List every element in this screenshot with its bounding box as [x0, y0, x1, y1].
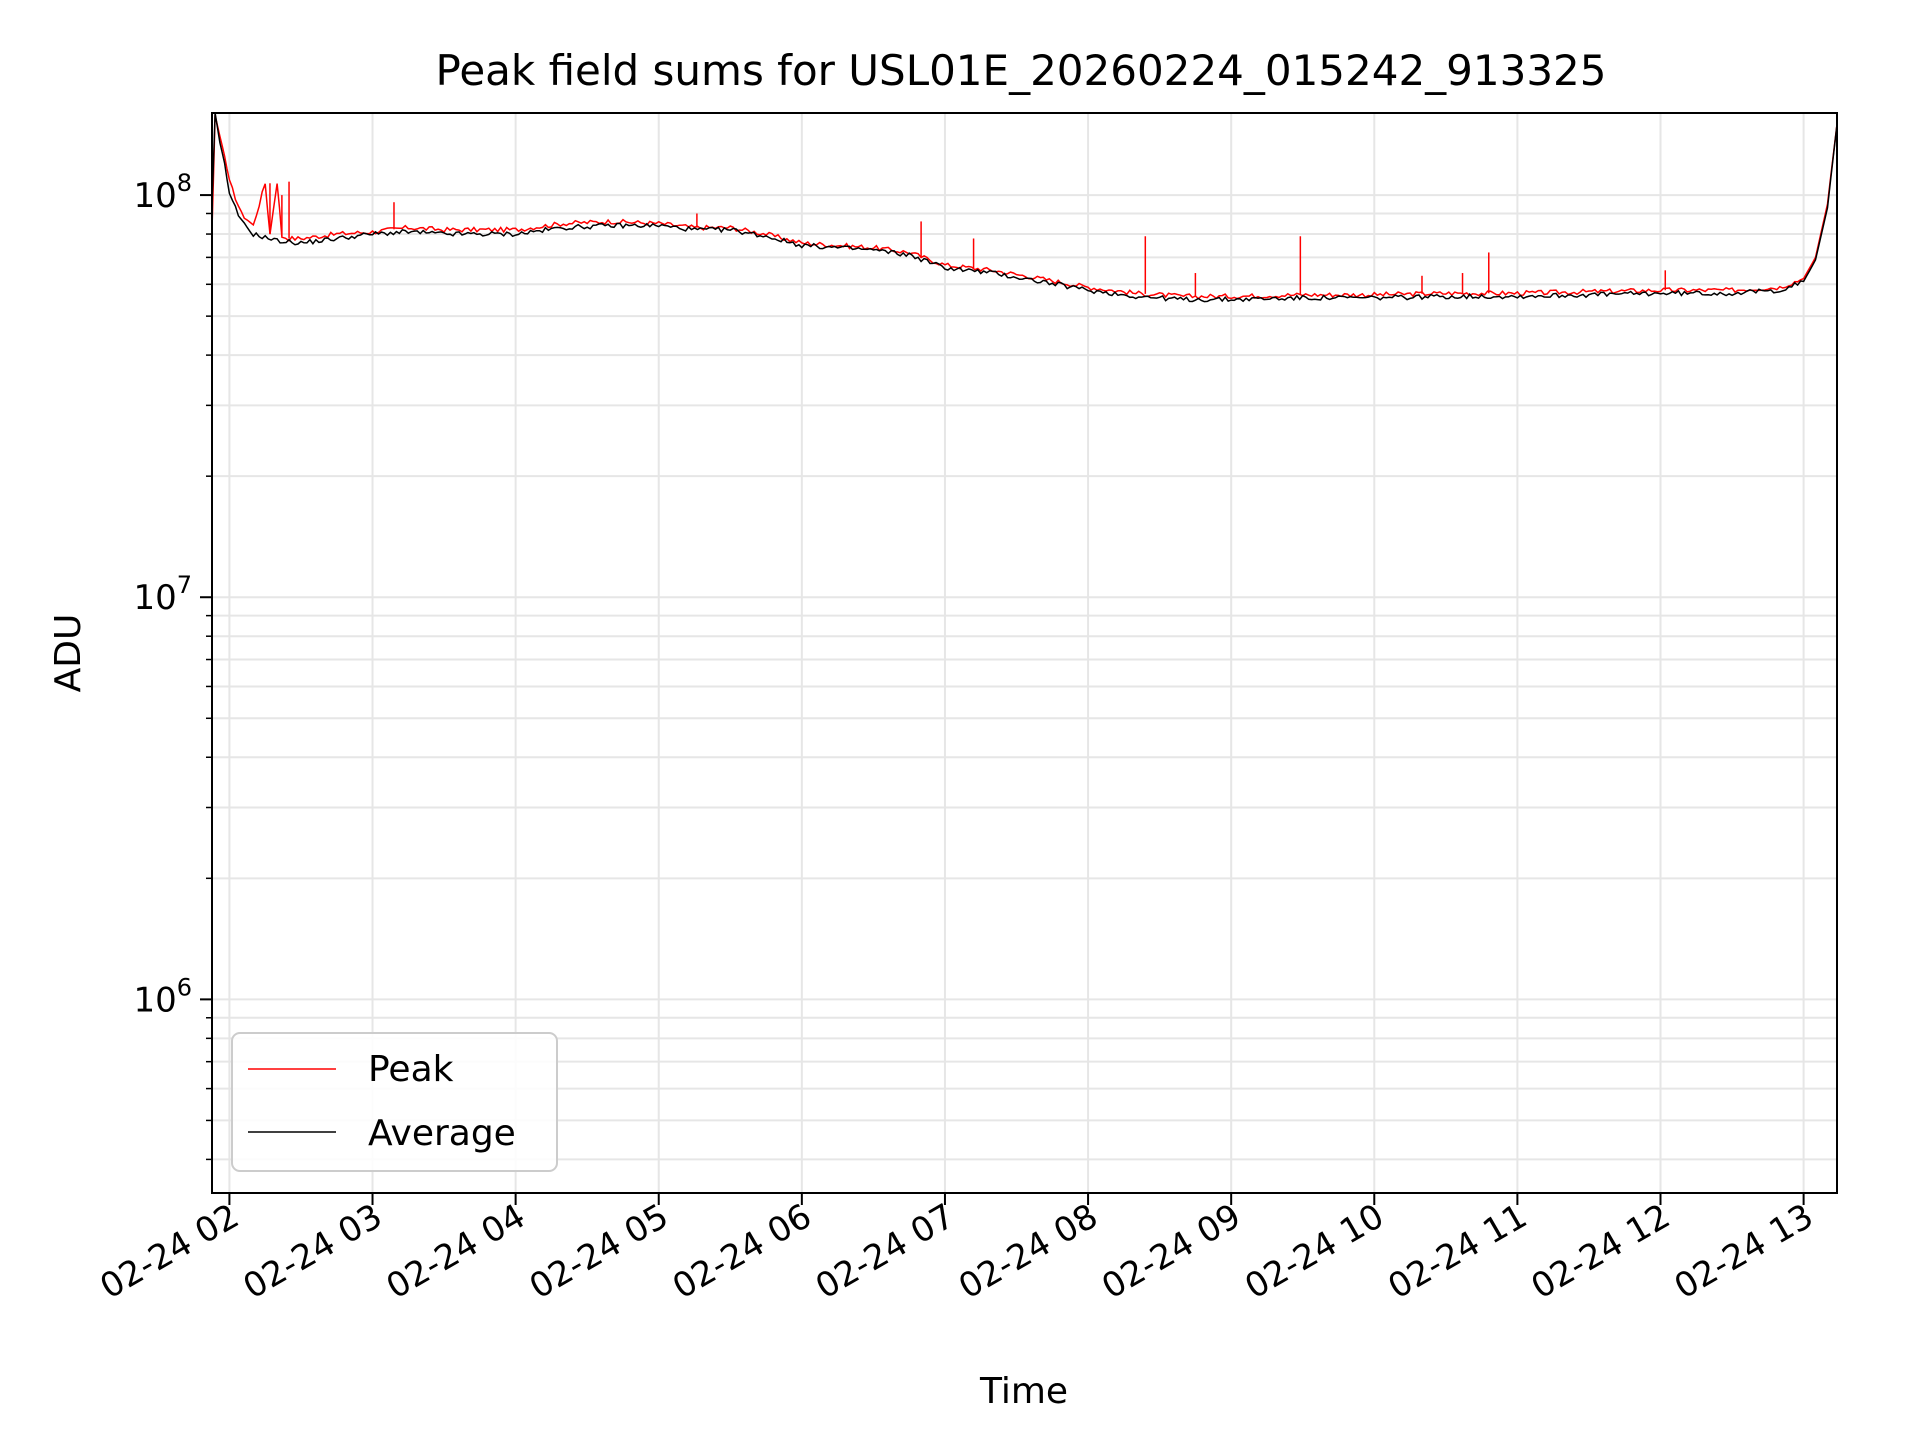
- y-tick-label: 107: [133, 571, 192, 618]
- y-axis: 106 107 108: [133, 169, 212, 1161]
- x-axis-label: Time: [979, 1371, 1068, 1412]
- chart-title: Peak field sums for USL01E_20260224_0152…: [435, 46, 1606, 95]
- x-tick-label: 02-24 13: [1668, 1196, 1820, 1307]
- grid: [212, 113, 1837, 1193]
- legend-label-peak: Peak: [368, 1049, 454, 1090]
- legend-box: [231, 1032, 558, 1172]
- x-tick-label: 02-24 07: [809, 1196, 961, 1307]
- legend: Peak Average: [231, 1032, 558, 1172]
- x-tick-label: 02-24 12: [1525, 1196, 1677, 1307]
- y-axis-label: ADU: [48, 614, 89, 693]
- series-group: [211, 112, 1838, 303]
- y-tick-label: 108: [133, 169, 192, 216]
- x-tick-label: 02-24 10: [1238, 1196, 1390, 1307]
- series-line-average: [211, 112, 1838, 303]
- spikes-group: [269, 181, 1667, 297]
- x-tick-label: 02-24 02: [94, 1196, 246, 1307]
- x-tick-label: 02-24 06: [666, 1196, 818, 1307]
- x-tick-label: 02-24 05: [523, 1196, 675, 1307]
- x-tick-label: 02-24 11: [1381, 1196, 1533, 1307]
- x-tick-label: 02-24 09: [1095, 1196, 1247, 1307]
- x-tick-label: 02-24 03: [237, 1196, 389, 1307]
- legend-label-average: Average: [368, 1113, 516, 1154]
- plot-frame: [211, 112, 1838, 1194]
- x-tick-label: 02-24 08: [952, 1196, 1104, 1307]
- series-line-peak: [211, 115, 1838, 300]
- x-tick-label: 02-24 04: [380, 1196, 532, 1307]
- y-tick-label: 106: [133, 973, 192, 1020]
